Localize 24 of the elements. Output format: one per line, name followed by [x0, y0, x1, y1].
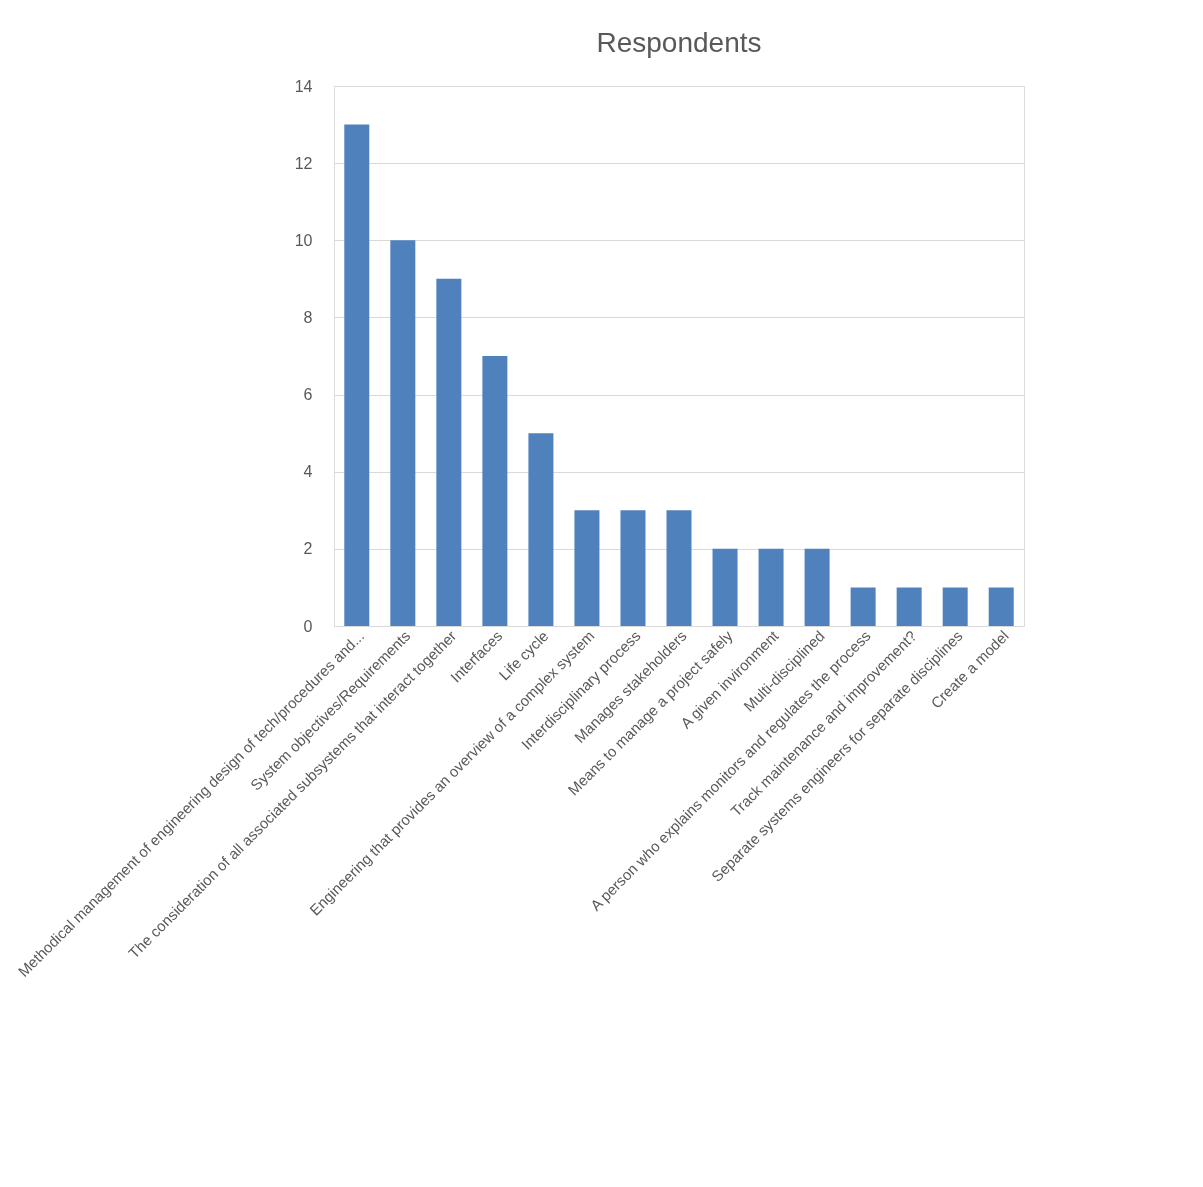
- bar: [942, 587, 968, 626]
- y-tick-label: 6: [303, 386, 313, 404]
- chart-title: Respondents: [596, 27, 762, 58]
- bar: [482, 356, 508, 626]
- bar: [620, 510, 646, 626]
- bar: [758, 548, 784, 626]
- bar: [528, 433, 554, 626]
- bar: [804, 548, 830, 626]
- y-tick-label: 14: [294, 77, 313, 95]
- y-tick-label: 10: [294, 231, 313, 249]
- y-tick-label: 0: [303, 617, 313, 635]
- y-tick-label: 4: [303, 463, 313, 481]
- bar: [896, 587, 922, 626]
- y-tick-label: 8: [303, 308, 313, 326]
- bar: [390, 240, 416, 626]
- bar: [850, 587, 876, 626]
- bar: [712, 548, 738, 626]
- y-tick-label: 12: [294, 154, 313, 172]
- bar: [344, 124, 370, 626]
- bar: [574, 510, 600, 626]
- bar: [988, 587, 1014, 626]
- bar: [666, 510, 692, 626]
- y-tick-label: 2: [303, 540, 313, 558]
- bar: [436, 278, 462, 626]
